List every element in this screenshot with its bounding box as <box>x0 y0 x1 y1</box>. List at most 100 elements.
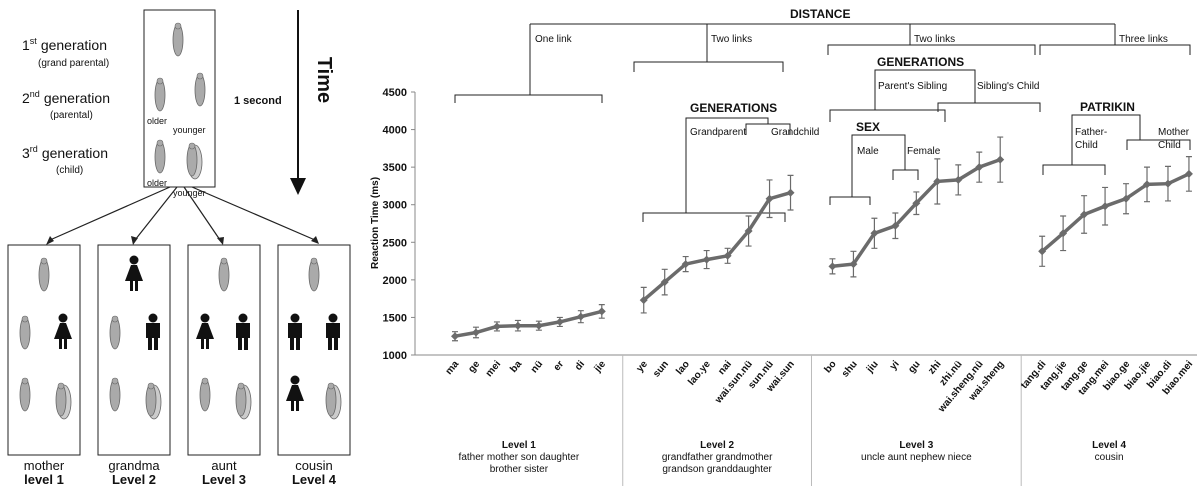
x-tick-label: zhi <box>926 359 943 377</box>
figure-icon <box>39 258 49 291</box>
figure-icon <box>56 383 71 419</box>
figure-icon <box>54 314 72 350</box>
data-point <box>556 318 564 326</box>
panels: motherlevel 1 grandmaLevel 2 auntLevel 3 co… <box>8 245 350 486</box>
x-tick-label: nai <box>716 359 734 377</box>
duration-label: 1 second <box>234 95 282 107</box>
group-label: Level 1 <box>502 440 536 451</box>
younger-label: younger <box>173 125 206 135</box>
relation-label: aunt <box>211 458 237 473</box>
x-tick-label: ge <box>466 359 482 375</box>
annotation: SEX <box>856 120 880 134</box>
y-tick-label: 1500 <box>383 312 407 324</box>
annotation: Two links <box>914 34 955 45</box>
annotation: DISTANCE <box>790 7 850 21</box>
figure-icon <box>146 314 160 351</box>
arrowheads <box>46 236 319 245</box>
figure-icon <box>20 378 30 411</box>
level-label: Level 4 <box>292 472 337 486</box>
data-point <box>472 328 480 336</box>
x-tick-label: lao <box>674 359 692 377</box>
figure-icon <box>288 314 302 351</box>
x-tick-label: yi <box>888 359 902 373</box>
annotation: Sibling's Child <box>977 81 1040 92</box>
y-tick-label: 3500 <box>383 162 407 174</box>
figure-icon <box>173 23 183 56</box>
data-point <box>828 262 836 270</box>
bracket <box>455 24 1190 222</box>
x-tick-label: shu <box>840 359 860 380</box>
y-tick-label: 2500 <box>383 237 407 249</box>
level-label: Level 2 <box>112 472 156 486</box>
figure-icon <box>155 140 165 173</box>
group-label: grandson granddaughter <box>662 464 772 475</box>
younger-label: younger <box>173 188 206 198</box>
x-tick-label: ba <box>508 359 524 375</box>
generation-sub: (child) <box>56 165 83 176</box>
annotation: Child <box>1158 140 1181 151</box>
x-tick-label: mei <box>484 359 504 379</box>
annotation: Three links <box>1119 34 1168 45</box>
relation-label: cousin <box>295 458 333 473</box>
data-line <box>455 160 1189 337</box>
annotation: Child <box>1075 140 1098 151</box>
data-point <box>598 307 606 315</box>
data-point <box>577 313 585 321</box>
y-tick-label: 3000 <box>383 200 407 212</box>
relation-label: mother <box>24 458 65 473</box>
time-arrowhead <box>290 178 306 195</box>
figure-icon <box>309 258 319 291</box>
relation-label: grandma <box>108 458 160 473</box>
y-tick-label: 2000 <box>383 275 407 287</box>
annotation: Grandparent <box>690 127 746 138</box>
group-label: Level 3 <box>899 440 933 451</box>
figure-icon <box>286 376 304 412</box>
y-axis-label: Reaction Time (ms) <box>370 177 381 269</box>
data-point <box>493 322 501 330</box>
annotation: Mother <box>1158 127 1190 138</box>
group-label: brother sister <box>490 464 549 475</box>
level-label: Level 3 <box>202 472 246 486</box>
figure-icon <box>196 314 214 350</box>
group-label: Level 2 <box>700 440 734 451</box>
x-tick-label: bo <box>822 359 838 375</box>
x-tick-label: lao.ye <box>686 359 713 388</box>
y-tick-label: 4000 <box>383 125 407 137</box>
y-tick-label: 1000 <box>383 350 407 362</box>
data-point <box>787 189 795 197</box>
figure-icon <box>236 383 251 419</box>
annotation: Grandchild <box>771 127 819 138</box>
figure-icon <box>155 78 165 111</box>
x-tick-label: gu <box>906 359 922 375</box>
figure-icon <box>200 378 210 411</box>
annotation: One link <box>535 34 573 45</box>
x-tick-label: nü <box>529 359 545 375</box>
time-label: Time <box>313 57 335 103</box>
annotation: PATRIKIN <box>1080 100 1135 114</box>
figure-icon <box>187 143 202 179</box>
older-label: older <box>147 178 167 188</box>
x-tick-label: jiu <box>864 359 881 376</box>
x-tick-label: ma <box>444 359 462 377</box>
generation-labels: 1stgeneration (grand parental) 2ndgenera… <box>22 36 110 176</box>
x-tick-label: er <box>552 359 567 373</box>
level-label: level 1 <box>24 472 64 486</box>
annotation: GENERATIONS <box>877 55 964 69</box>
figure-icon <box>219 258 229 291</box>
figure-icon <box>146 383 161 419</box>
older-label: older <box>147 116 167 126</box>
generation-sub: (grand parental) <box>38 58 109 69</box>
figure-icon <box>20 316 30 349</box>
group-label: grandfather grandmother <box>662 452 773 463</box>
annotation: GENERATIONS <box>690 101 777 115</box>
x-tick-label: ye <box>634 359 650 375</box>
annotation: Parent's Sibling <box>878 81 947 92</box>
data-point <box>451 332 459 340</box>
y-tick-label: 4500 <box>383 87 407 99</box>
annotation: Father- <box>1075 127 1107 138</box>
figure-icon <box>125 256 143 292</box>
figure-icon <box>326 314 340 351</box>
